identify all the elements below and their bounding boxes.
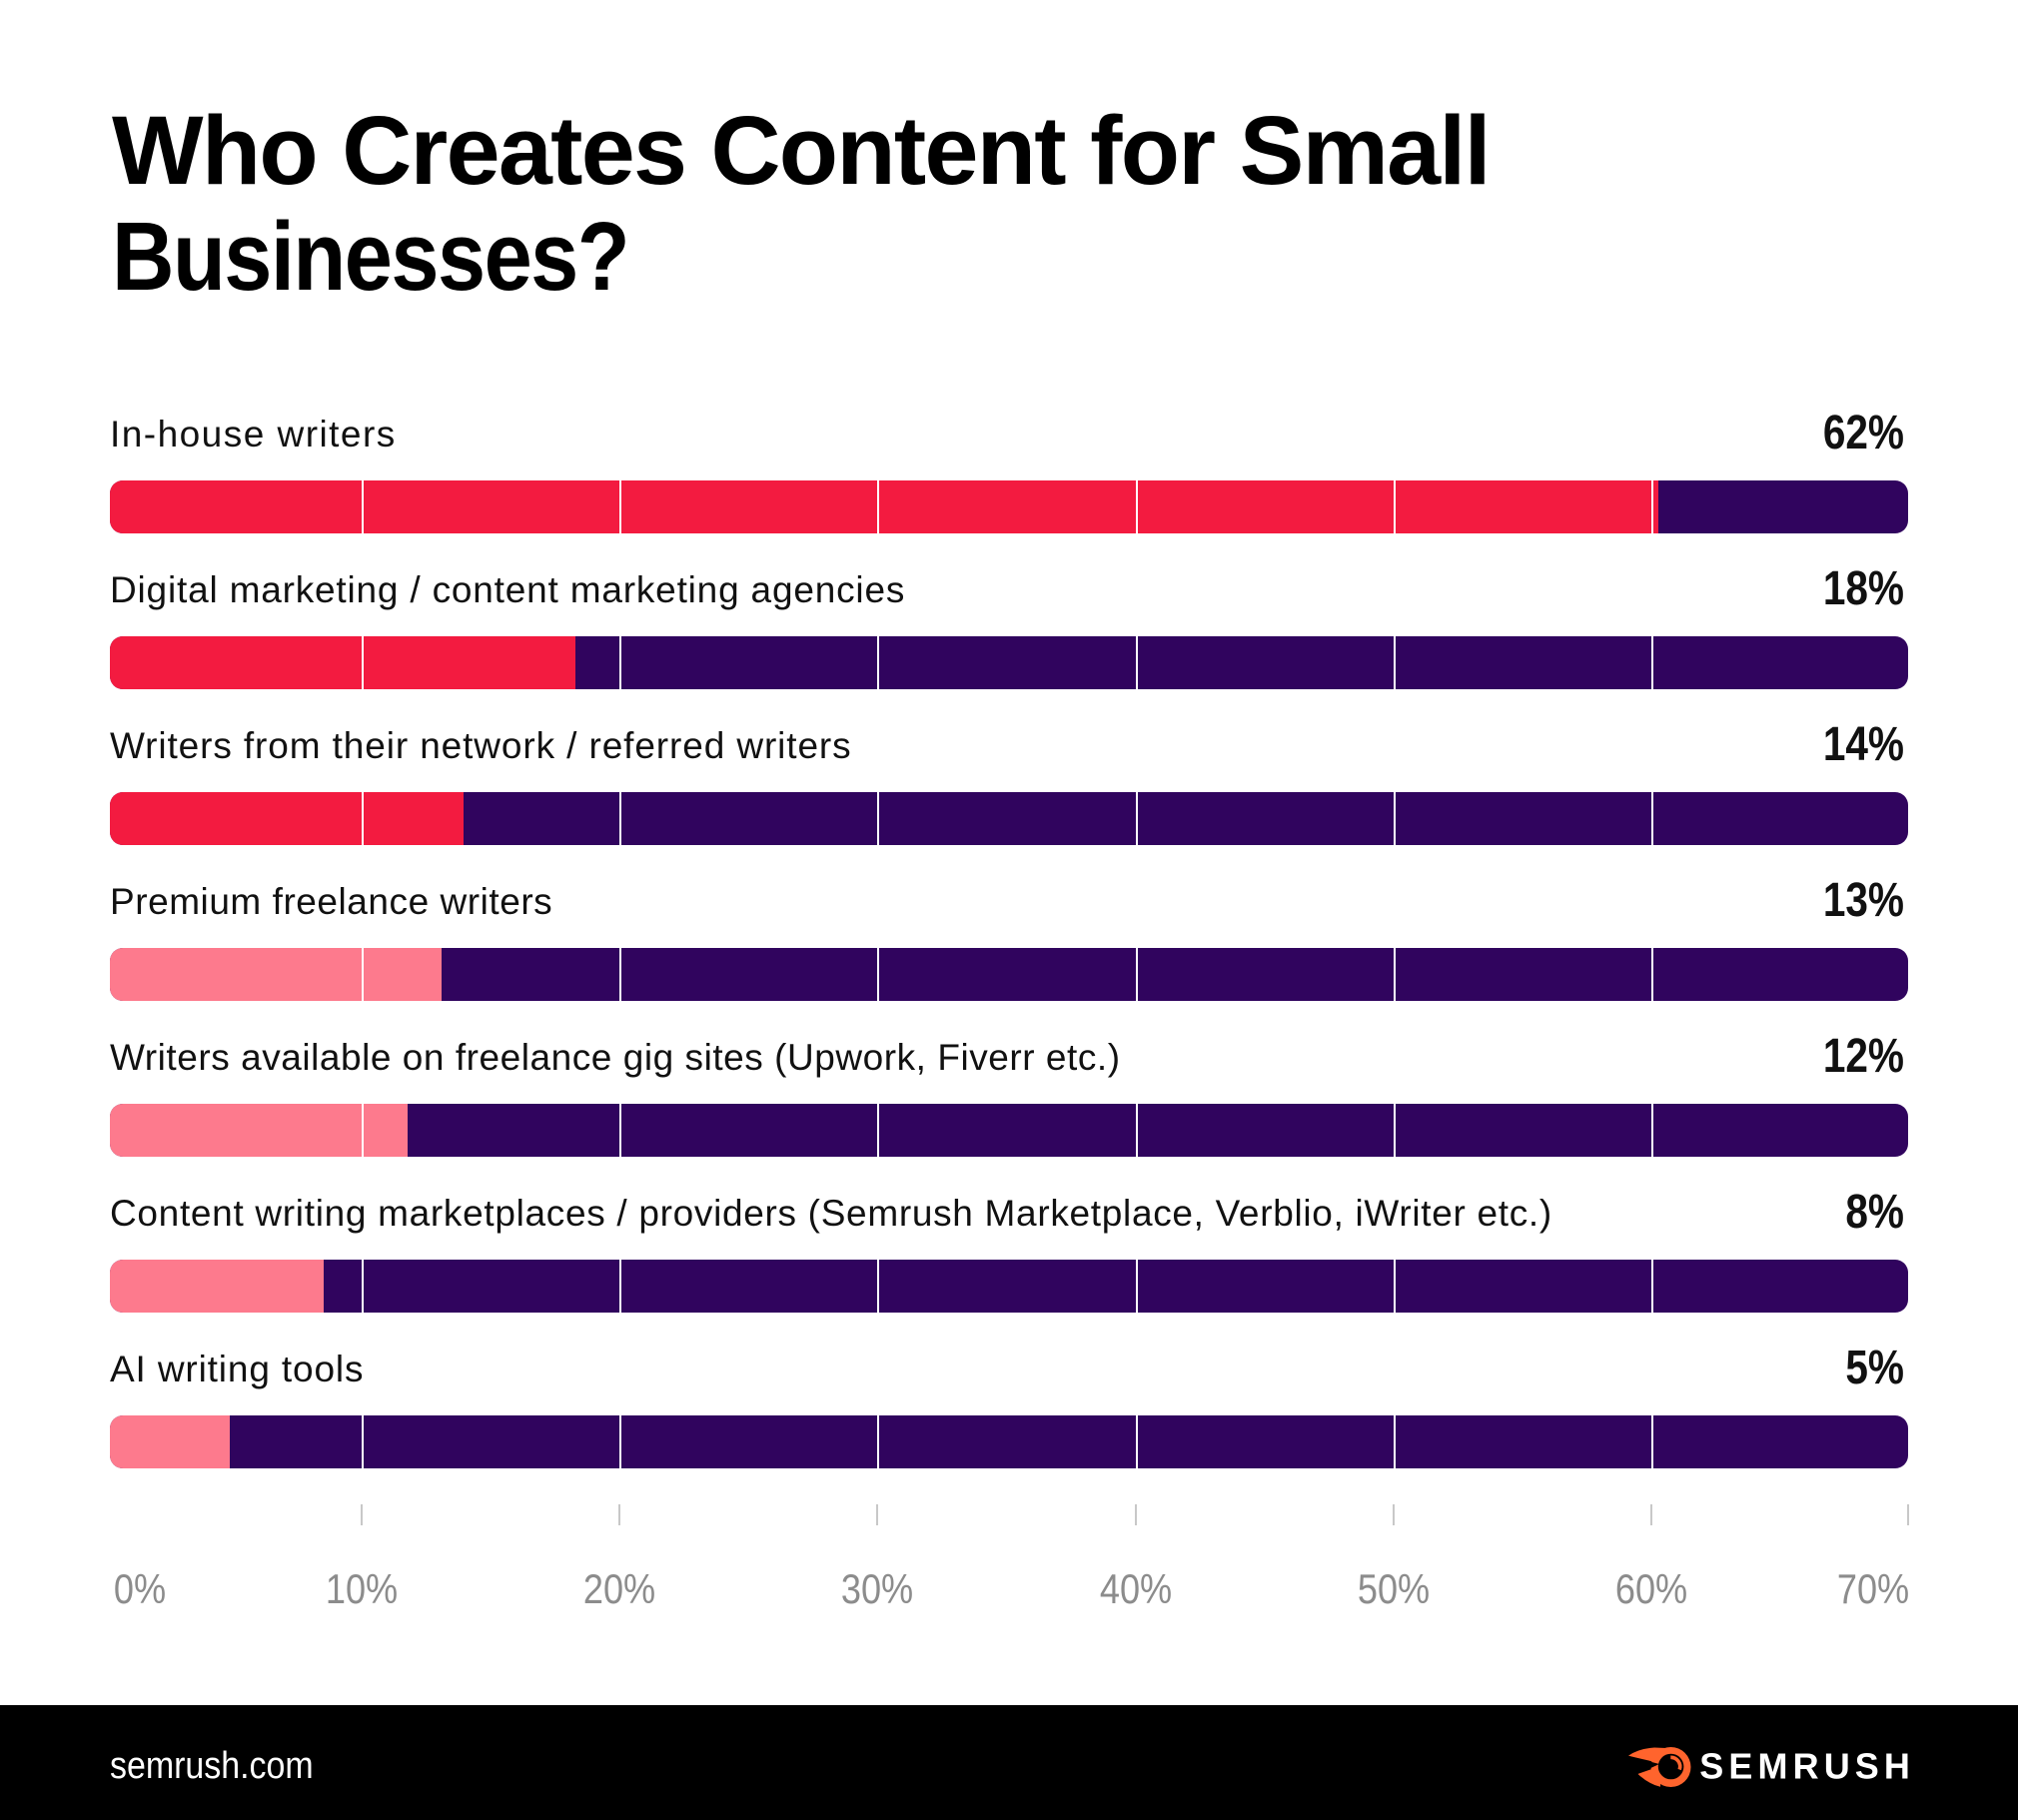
svg-text:SEMRUSH: SEMRUSH (1699, 1745, 1908, 1786)
